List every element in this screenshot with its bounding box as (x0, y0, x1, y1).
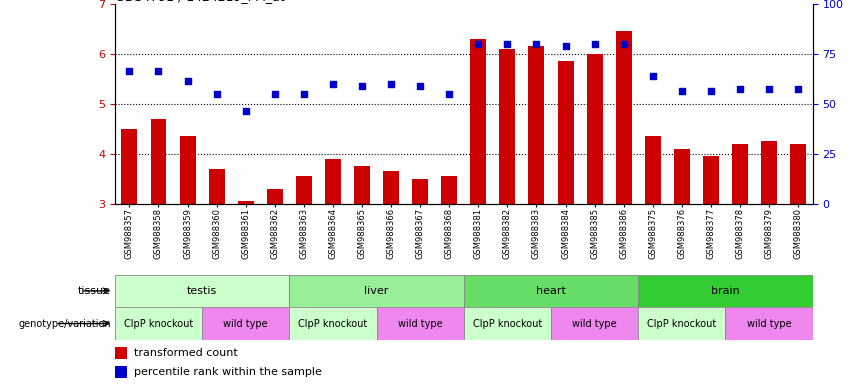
Text: genotype/variation: genotype/variation (18, 318, 111, 329)
Point (385, 81, 398, 87)
Bar (442, 176, 457, 204)
Point (791, 86, 805, 92)
Bar (464, 307, 551, 340)
Text: wild type: wild type (747, 318, 791, 329)
Point (210, 91, 224, 97)
Point (355, 83, 368, 89)
Bar (115, 307, 203, 340)
Text: tissue: tissue (77, 286, 111, 296)
Bar (267, 189, 283, 204)
Point (239, 108, 253, 114)
Bar (703, 156, 719, 204)
Point (675, 88, 688, 94)
Bar (471, 39, 486, 204)
Point (414, 83, 427, 89)
Bar (289, 307, 376, 340)
Text: ClpP knockout: ClpP knockout (648, 318, 717, 329)
Bar (122, 129, 137, 204)
Bar (551, 307, 638, 340)
Point (180, 78, 194, 84)
Point (500, 41, 514, 47)
Bar (325, 159, 341, 204)
Text: ClpP knockout: ClpP knockout (473, 318, 542, 329)
Bar (412, 179, 428, 204)
Point (529, 41, 543, 47)
Bar (732, 144, 748, 204)
Text: wild type: wild type (573, 318, 617, 329)
Point (734, 86, 747, 92)
Bar (528, 46, 545, 204)
Point (326, 81, 340, 87)
Text: ClpP knockout: ClpP knockout (299, 318, 368, 329)
Bar (791, 144, 806, 204)
Bar (725, 307, 813, 340)
Point (646, 73, 660, 79)
Bar (616, 31, 631, 204)
Bar (115, 275, 289, 307)
Bar (203, 307, 289, 340)
Bar (383, 171, 399, 204)
Bar (464, 275, 638, 307)
Text: GDS4791 / 1424219_PM_at: GDS4791 / 1424219_PM_at (115, 0, 284, 3)
Point (617, 41, 631, 47)
Point (268, 91, 282, 97)
Point (443, 91, 456, 97)
Text: heart: heart (536, 286, 566, 296)
Bar (674, 149, 690, 204)
Bar (638, 307, 725, 340)
Bar (115, 347, 128, 359)
Bar (289, 275, 464, 307)
Point (471, 41, 485, 47)
Bar (500, 49, 516, 204)
Text: testis: testis (187, 286, 217, 296)
Bar (557, 61, 574, 204)
Bar (638, 275, 813, 307)
Bar (354, 166, 370, 204)
Point (297, 91, 311, 97)
Bar (115, 366, 128, 378)
Text: percentile rank within the sample: percentile rank within the sample (134, 367, 323, 377)
Text: liver: liver (364, 286, 389, 296)
Bar (151, 119, 167, 204)
Bar (586, 54, 603, 204)
Point (704, 88, 717, 94)
Point (762, 86, 776, 92)
Point (559, 43, 573, 50)
Text: transformed count: transformed count (134, 348, 238, 358)
Bar (761, 141, 777, 204)
Point (588, 41, 602, 47)
Point (151, 68, 165, 74)
Text: brain: brain (711, 286, 740, 296)
Bar (376, 307, 464, 340)
Text: wild type: wild type (398, 318, 443, 329)
Bar (645, 136, 660, 204)
Text: wild type: wild type (224, 318, 268, 329)
Bar (180, 136, 196, 204)
Bar (296, 176, 311, 204)
Bar (208, 169, 225, 204)
Point (123, 68, 136, 74)
Bar (237, 201, 254, 204)
Text: ClpP knockout: ClpP knockout (124, 318, 193, 329)
